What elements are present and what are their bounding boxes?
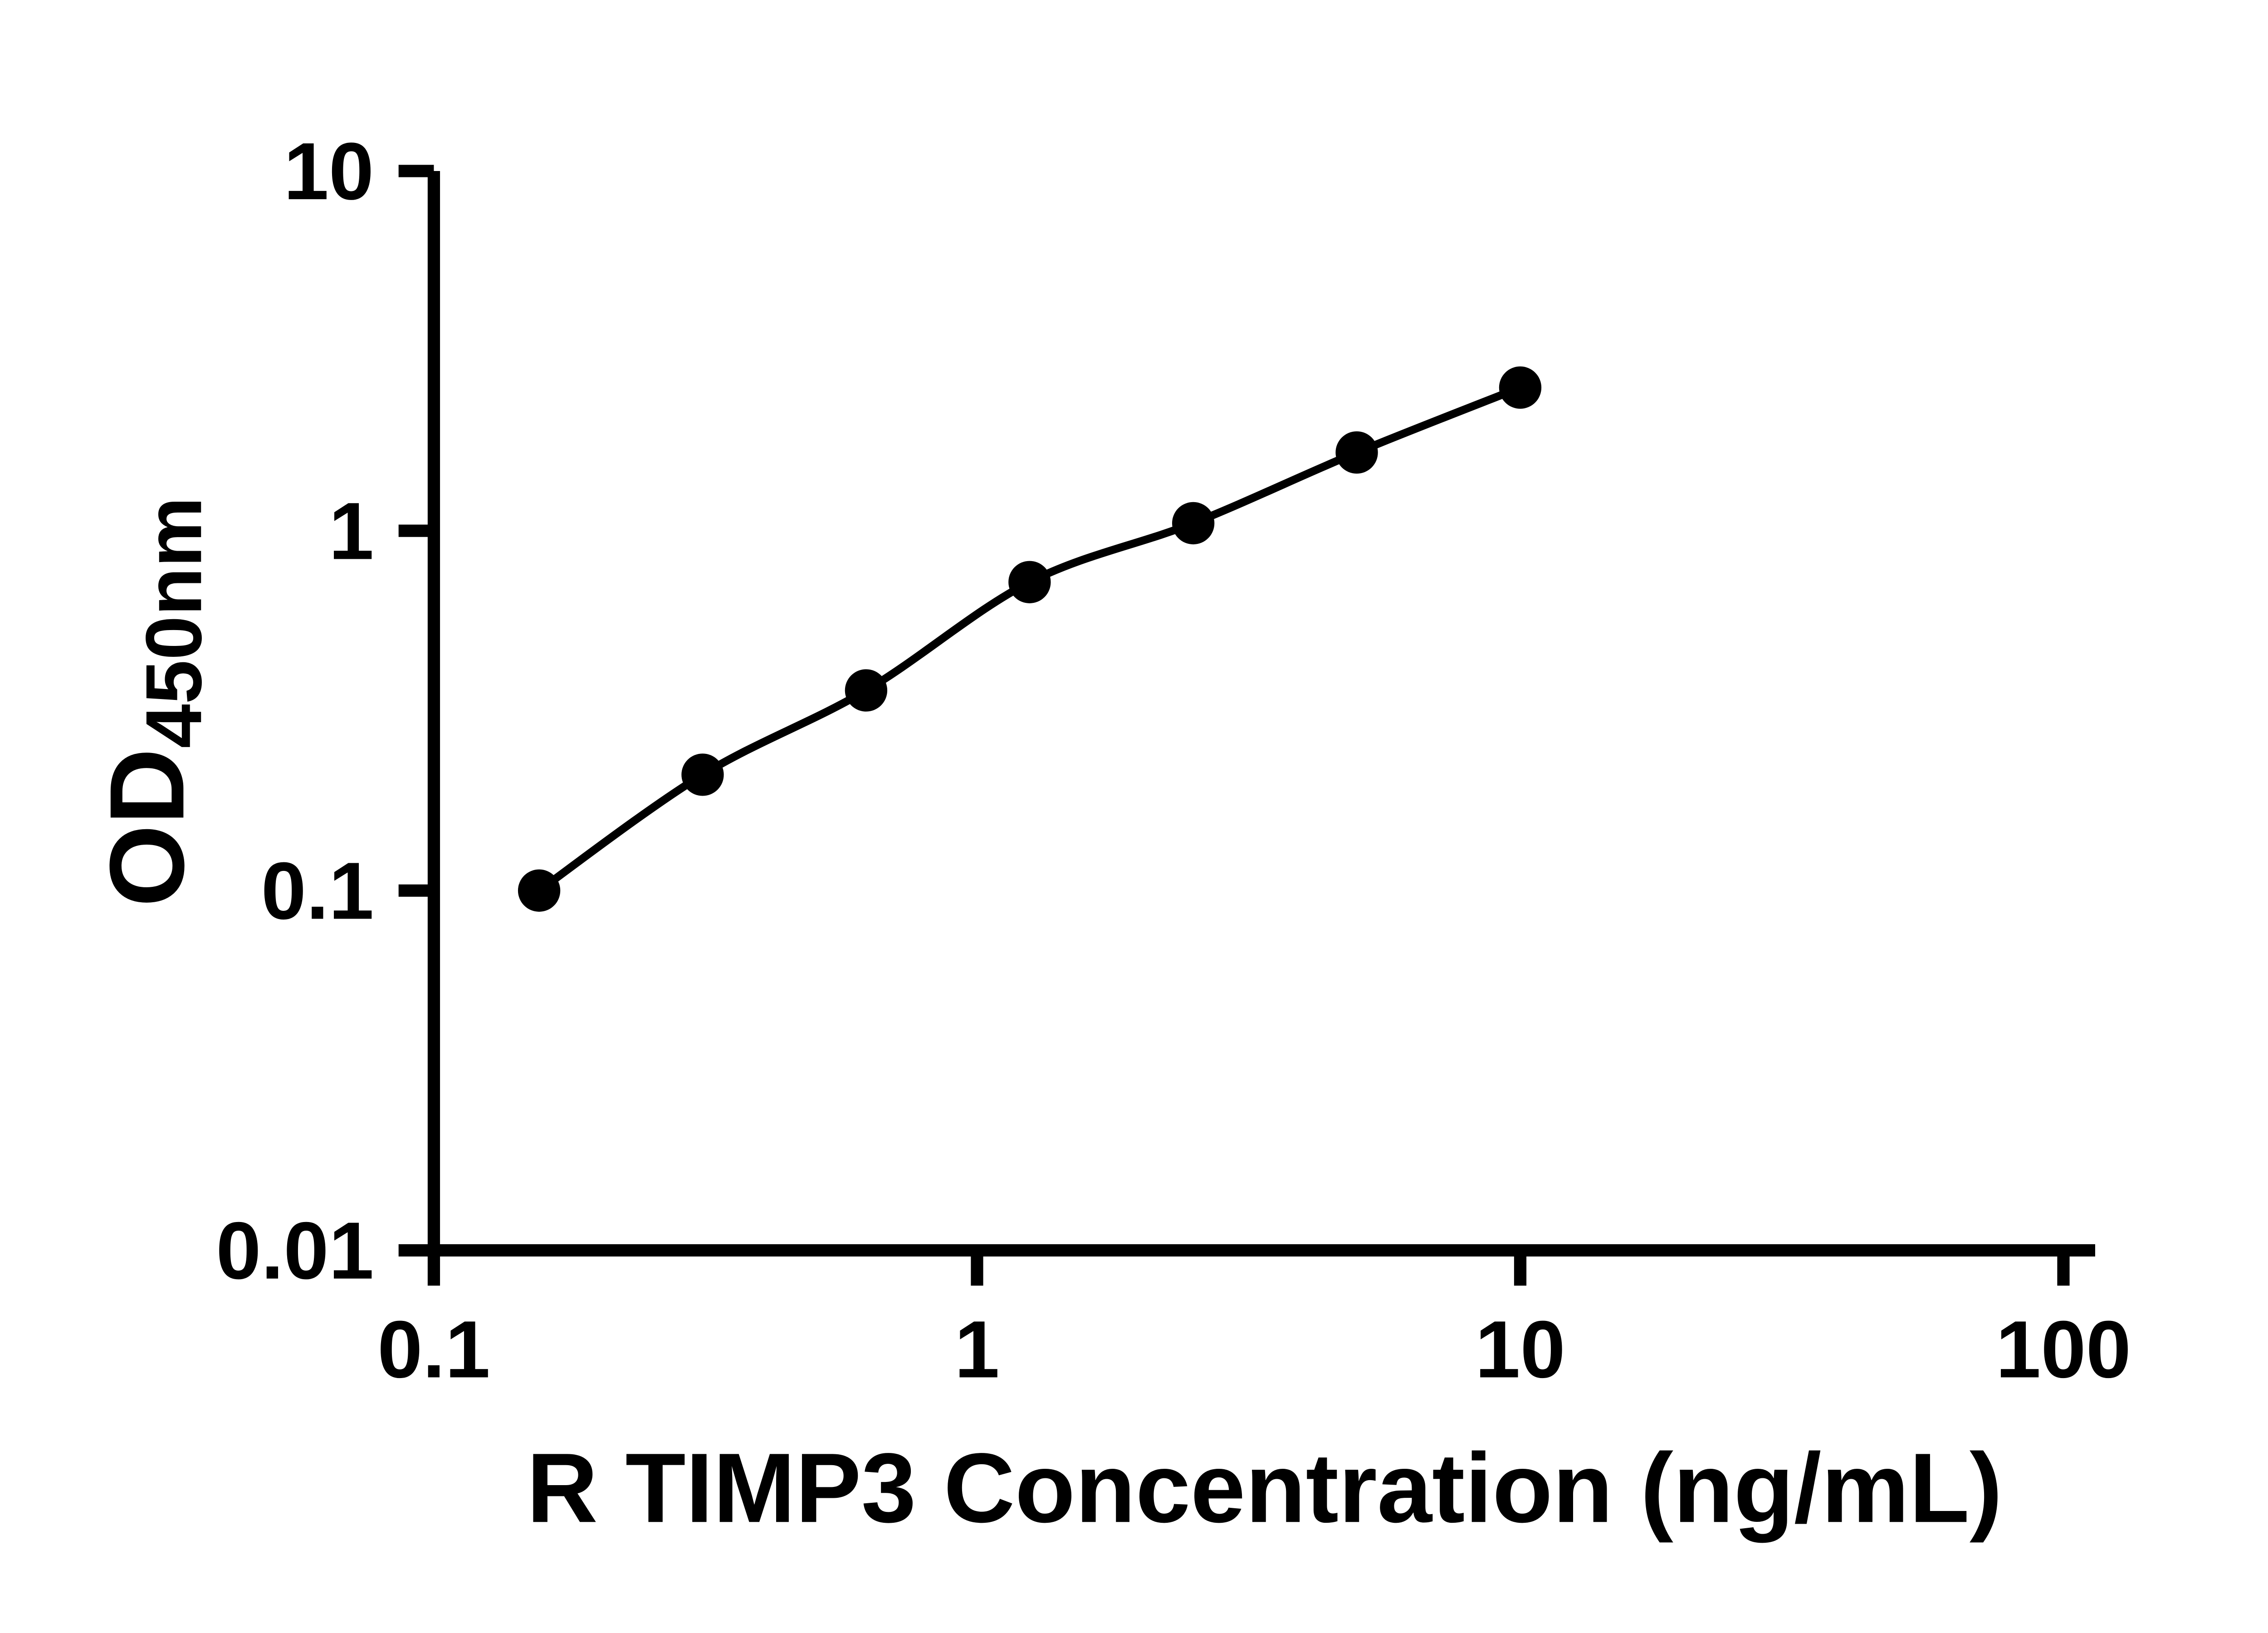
labels-layer: R TIMP3 Concentration (ng/mL) OD450nm: [88, 497, 2002, 1543]
y-tick-label: 10: [284, 126, 374, 216]
y-axis-title-subscript: 450nm: [130, 497, 218, 748]
data-point-marker: [1008, 561, 1051, 603]
x-tick-label: 10: [1475, 1304, 1565, 1394]
y-tick-label: 1: [329, 485, 374, 576]
x-tick-label: 0.1: [377, 1304, 490, 1394]
axis-spine: [427, 171, 2095, 1257]
data-point-marker: [1335, 431, 1378, 474]
data-point-marker: [845, 669, 888, 712]
y-axis-title-main: OD: [88, 748, 206, 907]
plot-layer: [518, 366, 1542, 912]
data-point-marker: [518, 869, 561, 912]
data-point-marker: [1172, 502, 1215, 545]
x-tick-label: 1: [954, 1304, 999, 1394]
x-tick-label: 100: [1996, 1304, 2131, 1394]
data-point-marker: [1499, 366, 1542, 409]
y-tick-label: 0.1: [261, 846, 374, 936]
x-axis-title: R TIMP3 Concentration (ng/mL): [527, 1433, 2003, 1543]
data-point-marker: [681, 753, 724, 796]
y-axis-title: OD450nm: [88, 497, 218, 907]
y-tick-label: 0.01: [216, 1205, 374, 1296]
